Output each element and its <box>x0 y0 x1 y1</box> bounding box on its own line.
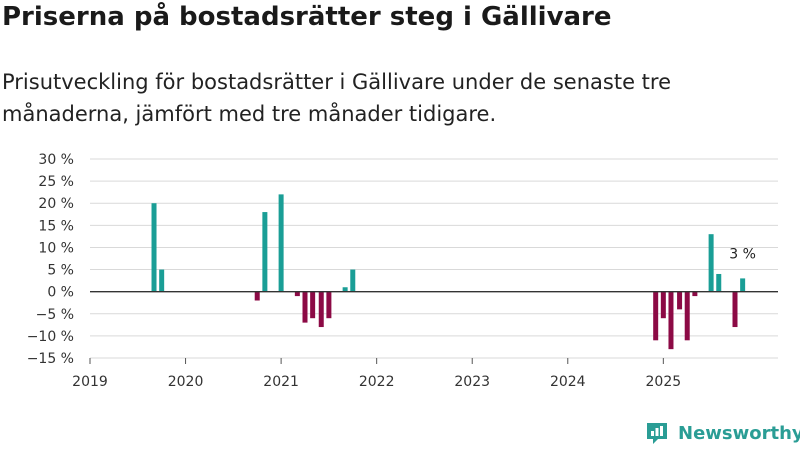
x-tick-label: 2024 <box>550 374 586 390</box>
bar <box>653 291 659 341</box>
bar <box>310 291 316 319</box>
y-tick-label: −15 % <box>27 351 74 367</box>
bar <box>278 194 284 292</box>
bar <box>692 291 698 297</box>
brand-name: Newsworthy <box>678 422 800 444</box>
bar <box>350 269 356 292</box>
data-label: 3 % <box>729 246 756 262</box>
chart-title: Priserna på bostadsrätter steg i Gälliva… <box>2 2 612 32</box>
y-tick-label: 15 % <box>38 218 74 234</box>
y-tick-label: 30 % <box>38 152 74 168</box>
y-tick-label: 10 % <box>38 240 74 256</box>
x-tick-label: 2021 <box>263 374 299 390</box>
bar <box>708 234 714 292</box>
bar <box>342 287 348 292</box>
bar-chart-badge-icon <box>647 423 667 444</box>
bar <box>318 291 324 328</box>
x-tick-label: 2020 <box>168 374 204 390</box>
bar <box>668 291 674 350</box>
bar <box>159 269 165 292</box>
bar <box>716 273 722 292</box>
x-tick-label: 2022 <box>359 374 395 390</box>
bar <box>254 291 260 301</box>
brand-logo: Newsworthy <box>644 420 800 446</box>
bar <box>302 291 308 323</box>
y-tick-label: 0 % <box>47 285 74 301</box>
bar <box>262 212 268 292</box>
bar <box>151 203 157 292</box>
y-tick-label: −5 % <box>36 307 74 323</box>
x-tick-label: 2019 <box>72 374 108 390</box>
bar <box>294 291 300 297</box>
bar <box>732 291 738 328</box>
bar <box>660 291 666 319</box>
y-tick-label: 5 % <box>47 263 74 279</box>
bar <box>684 291 690 341</box>
bar <box>740 278 746 292</box>
chart-subtitle: Prisutveckling för bostadsrätter i Gälli… <box>2 70 671 126</box>
bar <box>326 291 332 319</box>
y-tick-label: 20 % <box>38 196 74 212</box>
y-tick-label: 25 % <box>38 174 74 190</box>
x-tick-label: 2023 <box>454 374 490 390</box>
y-tick-label: −10 % <box>27 329 74 345</box>
x-tick-label: 2025 <box>646 374 682 390</box>
bar <box>677 291 683 310</box>
